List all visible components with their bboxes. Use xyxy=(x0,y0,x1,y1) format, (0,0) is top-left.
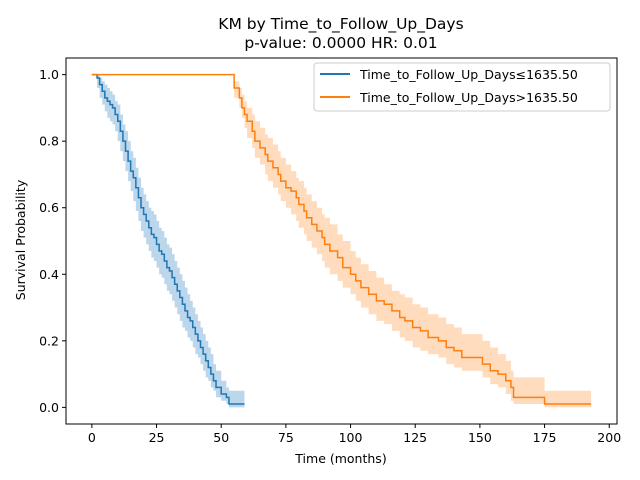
x-tick-label: 50 xyxy=(213,430,229,445)
y-tick-label: 0.8 xyxy=(39,134,59,149)
y-tick-label: 0.4 xyxy=(39,267,59,282)
x-tick-label: 100 xyxy=(339,430,363,445)
survival-curves xyxy=(91,73,592,405)
x-tick-label: 75 xyxy=(278,430,294,445)
legend: Time_to_Follow_Up_Days≤1635.50 Time_to_F… xyxy=(313,62,611,112)
y-tick-label: 1.0 xyxy=(39,67,59,82)
x-tick-label: 25 xyxy=(149,430,165,445)
x-tick-label: 175 xyxy=(533,430,557,445)
x-tick-label: 200 xyxy=(597,430,621,445)
plot-frame xyxy=(65,57,618,425)
legend-label-series-2: Time_to_Follow_Up_Days>1635.50 xyxy=(359,90,578,105)
legend-box xyxy=(313,62,611,112)
y-axis: 0.0 0.2 0.4 0.6 0.8 1.0 xyxy=(39,67,66,415)
x-axis-label: Time (months) xyxy=(294,451,386,466)
y-tick-label: 0.2 xyxy=(39,333,59,348)
legend-label-series-1: Time_to_Follow_Up_Days≤1635.50 xyxy=(359,67,578,82)
y-tick-label: 0.0 xyxy=(39,400,59,415)
chart-subtitle: p-value: 0.0000 HR: 0.01 xyxy=(244,34,437,52)
x-tick-label: 125 xyxy=(403,430,427,445)
confidence-band-series-1 xyxy=(91,74,245,408)
confidence-bands xyxy=(91,74,592,408)
chart-title: KM by Time_to_Follow_Up_Days xyxy=(218,15,463,34)
y-tick-label: 0.6 xyxy=(39,200,59,215)
x-axis: 0 25 50 75 100 125 150 175 200 xyxy=(88,424,621,445)
x-tick-label: 0 xyxy=(88,430,96,445)
y-axis-label: Survival Probability xyxy=(13,179,28,300)
confidence-band-series-2 xyxy=(91,74,592,408)
survival-line-series-1 xyxy=(91,73,245,405)
x-tick-label: 150 xyxy=(468,430,492,445)
survival-line-series-2 xyxy=(91,73,592,405)
